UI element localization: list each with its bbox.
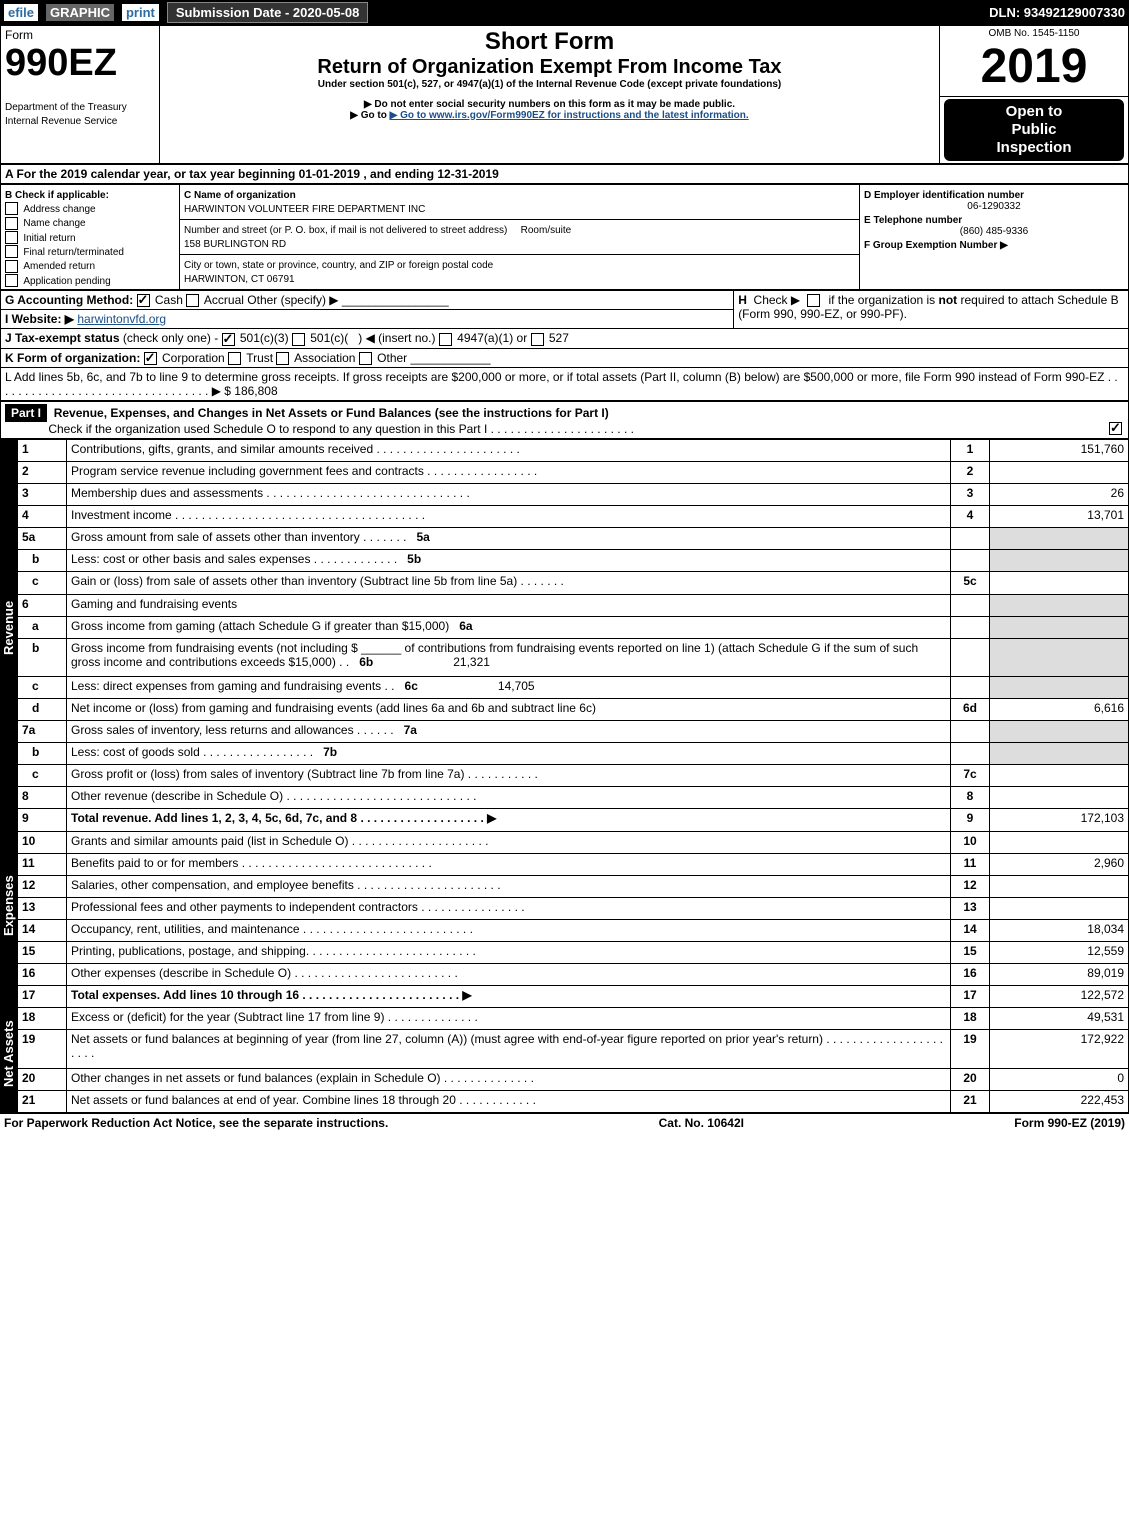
c-name-label: C Name of organization xyxy=(184,190,296,201)
d-label: D Employer identification number xyxy=(864,190,1024,201)
revenue-label: Revenue xyxy=(0,439,17,817)
form-subtitle: Under section 501(c), 527, or 4947(a)(1)… xyxy=(164,79,935,90)
j-501c-cb[interactable] xyxy=(292,333,305,346)
tax-year: 2019 xyxy=(944,39,1124,94)
short-form: Short Form xyxy=(164,28,935,56)
city-label: City or town, state or province, country… xyxy=(184,260,493,271)
part1-schedule-o-cb[interactable] xyxy=(1109,422,1122,435)
f-label: F Group Exemption Number ▶ xyxy=(864,240,1008,251)
inspection-box: Open to Public Inspection xyxy=(944,99,1124,161)
initial-return-cb[interactable] xyxy=(5,231,18,244)
form-header-table: Form 990EZ Department of the Treasury In… xyxy=(0,25,1129,164)
g-label: G Accounting Method: xyxy=(5,293,133,307)
street: 158 BURLINGTON RD xyxy=(184,239,286,250)
netassets-label: Net Assets xyxy=(0,995,17,1113)
note2: ▶ Go to ▶ Go to www.irs.gov/Form990EZ fo… xyxy=(164,110,935,121)
lines-table: 1Contributions, gifts, grants, and simil… xyxy=(17,439,1129,1113)
footer: For Paperwork Reduction Act Notice, see … xyxy=(0,1113,1129,1132)
h-label: H xyxy=(738,293,747,307)
org-name: HARWINTON VOLUNTEER FIRE DEPARTMENT INC xyxy=(184,204,425,215)
omb: OMB No. 1545-1150 xyxy=(944,28,1124,39)
room-label: Room/suite xyxy=(521,225,572,236)
e-label: E Telephone number xyxy=(864,215,962,226)
form-number: 990EZ xyxy=(5,42,117,84)
k-label: K Form of organization: xyxy=(5,351,140,365)
i-label: I Website: ▶ xyxy=(5,312,74,326)
irs: Internal Revenue Service xyxy=(5,116,117,127)
expenses-label: Expenses xyxy=(0,817,17,995)
application-pending-cb[interactable] xyxy=(5,274,18,287)
part1-body: Revenue Expenses Net Assets 1Contributio… xyxy=(0,439,1129,1113)
section-l: L Add lines 5b, 6c, and 7b to line 9 to … xyxy=(1,367,1129,400)
part1-label: Part I xyxy=(5,404,47,422)
dept: Department of the Treasury xyxy=(5,102,127,113)
part1-check-text: Check if the organization used Schedule … xyxy=(48,422,634,436)
org-info-table: B Check if applicable: Address change Na… xyxy=(0,184,1129,290)
city: HARWINTON, CT 06791 xyxy=(184,274,295,285)
dln: DLN: 93492129007330 xyxy=(989,5,1125,20)
address-change-cb[interactable] xyxy=(5,202,18,215)
k-assoc-cb[interactable] xyxy=(276,352,289,365)
section-a: A For the 2019 calendar year, or tax yea… xyxy=(1,165,1129,184)
irs-link[interactable]: ▶ Go to www.irs.gov/Form990EZ for instru… xyxy=(390,110,749,121)
ein: 06-1290332 xyxy=(864,201,1124,212)
amended-return-cb[interactable] xyxy=(5,260,18,273)
j-4947-cb[interactable] xyxy=(439,333,452,346)
k-corp-cb[interactable] xyxy=(144,352,157,365)
cash-cb[interactable] xyxy=(137,294,150,307)
j-501c3-cb[interactable] xyxy=(222,333,235,346)
k-other-cb[interactable] xyxy=(359,352,372,365)
section-b-label: B Check if applicable: xyxy=(5,190,109,201)
note1: ▶ Do not enter social security numbers o… xyxy=(164,99,935,110)
footer-right: Form 990-EZ (2019) xyxy=(1014,1116,1125,1130)
print-link[interactable]: print xyxy=(122,4,159,21)
efile-link[interactable]: efile xyxy=(4,4,38,21)
footer-left: For Paperwork Reduction Act Notice, see … xyxy=(4,1116,388,1130)
form-word: Form xyxy=(5,28,33,42)
accrual-cb[interactable] xyxy=(186,294,199,307)
graphic-link[interactable]: GRAPHIC xyxy=(46,4,114,21)
part1-heading: Revenue, Expenses, and Changes in Net As… xyxy=(54,406,609,420)
final-return-cb[interactable] xyxy=(5,245,18,258)
name-change-cb[interactable] xyxy=(5,217,18,230)
phone: (860) 485-9336 xyxy=(864,226,1124,237)
website-link[interactable]: harwintonvfd.org xyxy=(77,312,166,326)
form-title: Return of Organization Exempt From Incom… xyxy=(164,56,935,79)
footer-mid: Cat. No. 10642I xyxy=(659,1116,744,1130)
h-cb[interactable] xyxy=(807,294,820,307)
k-trust-cb[interactable] xyxy=(228,352,241,365)
street-label: Number and street (or P. O. box, if mail… xyxy=(184,225,507,236)
top-bar: efile GRAPHIC print Submission Date - 20… xyxy=(0,0,1129,25)
submission-date: Submission Date - 2020-05-08 xyxy=(167,2,369,23)
j-527-cb[interactable] xyxy=(531,333,544,346)
